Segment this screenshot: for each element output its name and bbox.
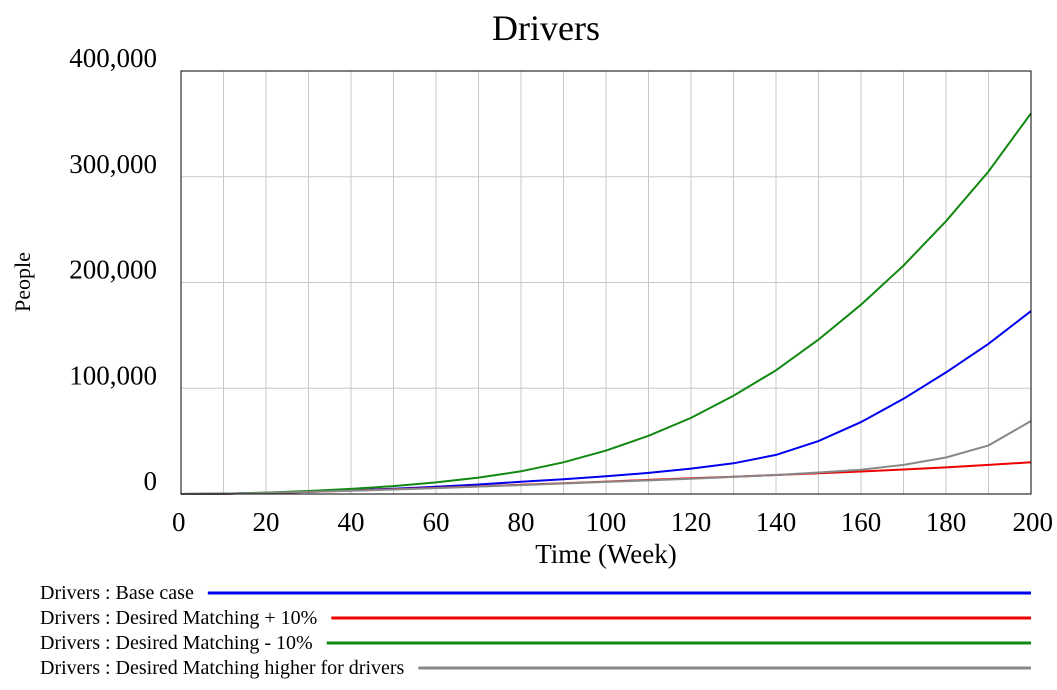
plot-frame xyxy=(180,70,1032,495)
legend-label-2: Drivers : Desired Matching + 10% xyxy=(40,607,317,629)
y-axis-label: People xyxy=(10,252,35,312)
legend: Drivers : Base case Drivers : Desired Mat… xyxy=(40,582,1031,679)
x-tick-label: 100 xyxy=(586,507,627,537)
x-tick-label: 140 xyxy=(756,507,797,537)
y-tick-label: 100,000 xyxy=(69,360,157,390)
y-tick-label: 0 xyxy=(144,466,158,496)
y-tick-label: 300,000 xyxy=(69,149,157,179)
x-tick-label: 180 xyxy=(926,507,967,537)
x-tick-label: 40 xyxy=(338,507,365,537)
x-tick-label: 160 xyxy=(841,507,882,537)
y-tick-label: 200,000 xyxy=(69,255,157,285)
x-tick-label: 20 xyxy=(253,507,280,537)
series-lines xyxy=(180,112,1032,495)
y-tick-labels: 0 100,000 200,000 300,000 400,000 xyxy=(69,43,157,496)
x-tick-label: 80 xyxy=(508,507,535,537)
chart-title: Drivers xyxy=(492,8,600,48)
x-axis-label: Time (Week) xyxy=(535,539,677,569)
legend-label-4: Drivers : Desired Matching higher for dr… xyxy=(40,657,405,679)
gridlines xyxy=(180,70,1032,495)
series-line-4 xyxy=(180,420,1032,495)
x-tick-label: 0 xyxy=(172,507,186,537)
y-tick-label: 400,000 xyxy=(69,43,157,73)
x-tick-label: 60 xyxy=(423,507,450,537)
x-tick-label: 200 xyxy=(1013,507,1054,537)
x-tick-label: 120 xyxy=(671,507,712,537)
x-tick-labels: 0 20 40 60 80 100 120 140 160 180 200 xyxy=(172,507,1053,537)
series-line-3 xyxy=(180,112,1032,495)
legend-label-1: Drivers : Base case xyxy=(40,582,194,604)
legend-label-3: Drivers : Desired Matching - 10% xyxy=(40,632,313,654)
